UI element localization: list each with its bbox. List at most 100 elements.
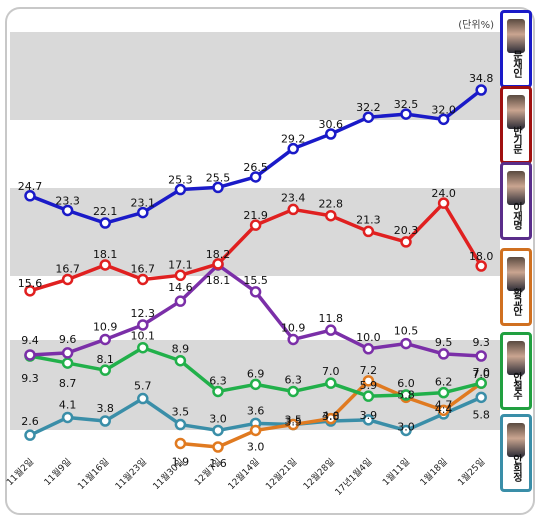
data-label-hwang: 7.0 [472, 368, 490, 381]
candidate-photo-icon [507, 341, 525, 375]
data-label-lee: 9.4 [21, 334, 39, 347]
data-label-hwang: 1.9 [172, 455, 190, 468]
legend-card-lee: 이재명 [500, 162, 532, 240]
legend-card-ban: 반기문 [500, 86, 532, 164]
data-point-moon [362, 111, 375, 123]
data-label-lee: 11.8 [319, 312, 344, 325]
data-point-moon [400, 108, 412, 120]
data-label-moon: 22.1 [93, 205, 118, 218]
data-label-lee: 9.5 [435, 336, 453, 349]
data-point-ban [249, 219, 262, 231]
data-point-ahn_cs [61, 357, 74, 369]
data-label-ban: 16.7 [55, 262, 80, 275]
data-point-hwang [249, 424, 262, 437]
data-label-ahn_hj: 3.9 [360, 409, 378, 422]
data-point-ban [212, 258, 224, 270]
data-point-ban [61, 273, 74, 286]
legend-card-ahn_cs: 안철수 [500, 332, 532, 410]
data-label-ban: 18.2 [206, 248, 231, 261]
data-point-lee [137, 319, 149, 331]
data-point-lee [287, 333, 299, 346]
data-point-ahn_cs [137, 341, 149, 354]
data-label-hwang: 7.2 [360, 364, 378, 377]
data-label-moon: 34.8 [469, 72, 494, 85]
data-point-ahn_hj [24, 429, 36, 441]
data-label-moon: 30.6 [319, 118, 344, 131]
data-label-ban: 21.9 [243, 209, 268, 222]
data-point-ahn_cs [325, 377, 337, 389]
data-point-lee [475, 350, 487, 362]
data-label-ahn_cs: 6.3 [284, 373, 302, 386]
data-point-hwang [287, 418, 299, 431]
background-band [10, 32, 500, 120]
data-point-hwang [174, 437, 187, 450]
data-label-moon: 32.5 [394, 98, 419, 111]
data-label-ahn_hj: 3.0 [209, 412, 227, 425]
data-label-lee: 10.9 [281, 321, 306, 334]
data-point-hwang [325, 412, 337, 425]
data-point-ban [24, 285, 36, 297]
data-label-ahn_hj: 4.1 [59, 398, 77, 411]
data-label-ahn_hj: 3.8 [96, 402, 114, 415]
data-label-ban: 16.7 [131, 262, 156, 275]
data-label-lee: 10.5 [394, 325, 419, 338]
data-label-lee: 10.9 [93, 320, 118, 333]
data-label-moon: 25.3 [168, 174, 193, 187]
data-point-moon [287, 142, 299, 155]
data-point-hwang [212, 441, 224, 453]
candidate-photo-icon [507, 95, 525, 129]
data-label-lee: 18.1 [206, 274, 231, 287]
data-point-ban [475, 260, 487, 272]
unit-label: (단위%) [458, 20, 494, 31]
data-label-ban: 18.0 [469, 250, 494, 263]
data-label-moon: 24.7 [18, 180, 43, 193]
data-label-moon: 29.2 [281, 133, 306, 146]
data-label-hwang: 3.5 [284, 416, 302, 429]
data-point-ahn_hj [99, 415, 111, 427]
data-label-moon: 25.5 [206, 171, 231, 184]
data-point-moon [61, 204, 74, 217]
legend-name: 이재명 [510, 201, 522, 229]
background-band [10, 188, 500, 276]
data-point-lee [24, 349, 36, 361]
data-point-lee [174, 295, 187, 307]
data-label-ahn_cs: 8.7 [59, 377, 77, 390]
data-point-ban [174, 269, 187, 282]
data-label-ban: 22.8 [319, 198, 344, 211]
data-point-hwang [437, 404, 450, 417]
data-label-hwang: 3.0 [247, 440, 265, 453]
legend-name: 안희정 [510, 453, 522, 481]
data-point-ahn_cs [212, 385, 224, 398]
data-point-lee [400, 337, 412, 350]
data-label-ban: 17.1 [168, 258, 193, 271]
data-label-moon: 23.3 [55, 194, 80, 207]
data-point-ahn_hj [174, 418, 187, 431]
data-label-lee: 10.0 [356, 331, 381, 344]
data-label-ban: 24.0 [431, 187, 456, 200]
data-point-moon [325, 128, 337, 140]
data-point-ahn_hj [61, 411, 74, 424]
candidate-photo-icon [507, 423, 525, 457]
data-point-ban [325, 209, 337, 222]
data-label-ahn_cs: 6.3 [209, 374, 227, 387]
data-point-lee [61, 347, 74, 359]
data-point-ahn_hj [212, 424, 224, 437]
data-label-ahn_cs: 8.1 [96, 353, 114, 366]
data-label-ahn_cs: 6.9 [247, 367, 265, 380]
data-label-moon: 32.0 [431, 103, 456, 116]
data-label-ahn_hj: 4.4 [435, 403, 453, 416]
data-point-ban [287, 203, 299, 216]
data-point-hwang [362, 375, 375, 387]
data-label-ban: 15.6 [18, 277, 43, 290]
data-point-ahn_cs [400, 389, 412, 401]
data-label-lee: 12.3 [131, 307, 156, 320]
legend-name: 반기문 [510, 125, 522, 153]
data-label-hwang: 4.7 [435, 398, 453, 411]
candidate-photo-icon [507, 19, 525, 53]
data-label-lee: 15.5 [243, 274, 268, 287]
data-label-ban: 18.1 [93, 248, 118, 261]
data-label-moon: 32.2 [356, 101, 381, 114]
data-label-ahn_hj: 5.8 [472, 408, 490, 421]
data-label-moon: 23.1 [131, 197, 156, 210]
